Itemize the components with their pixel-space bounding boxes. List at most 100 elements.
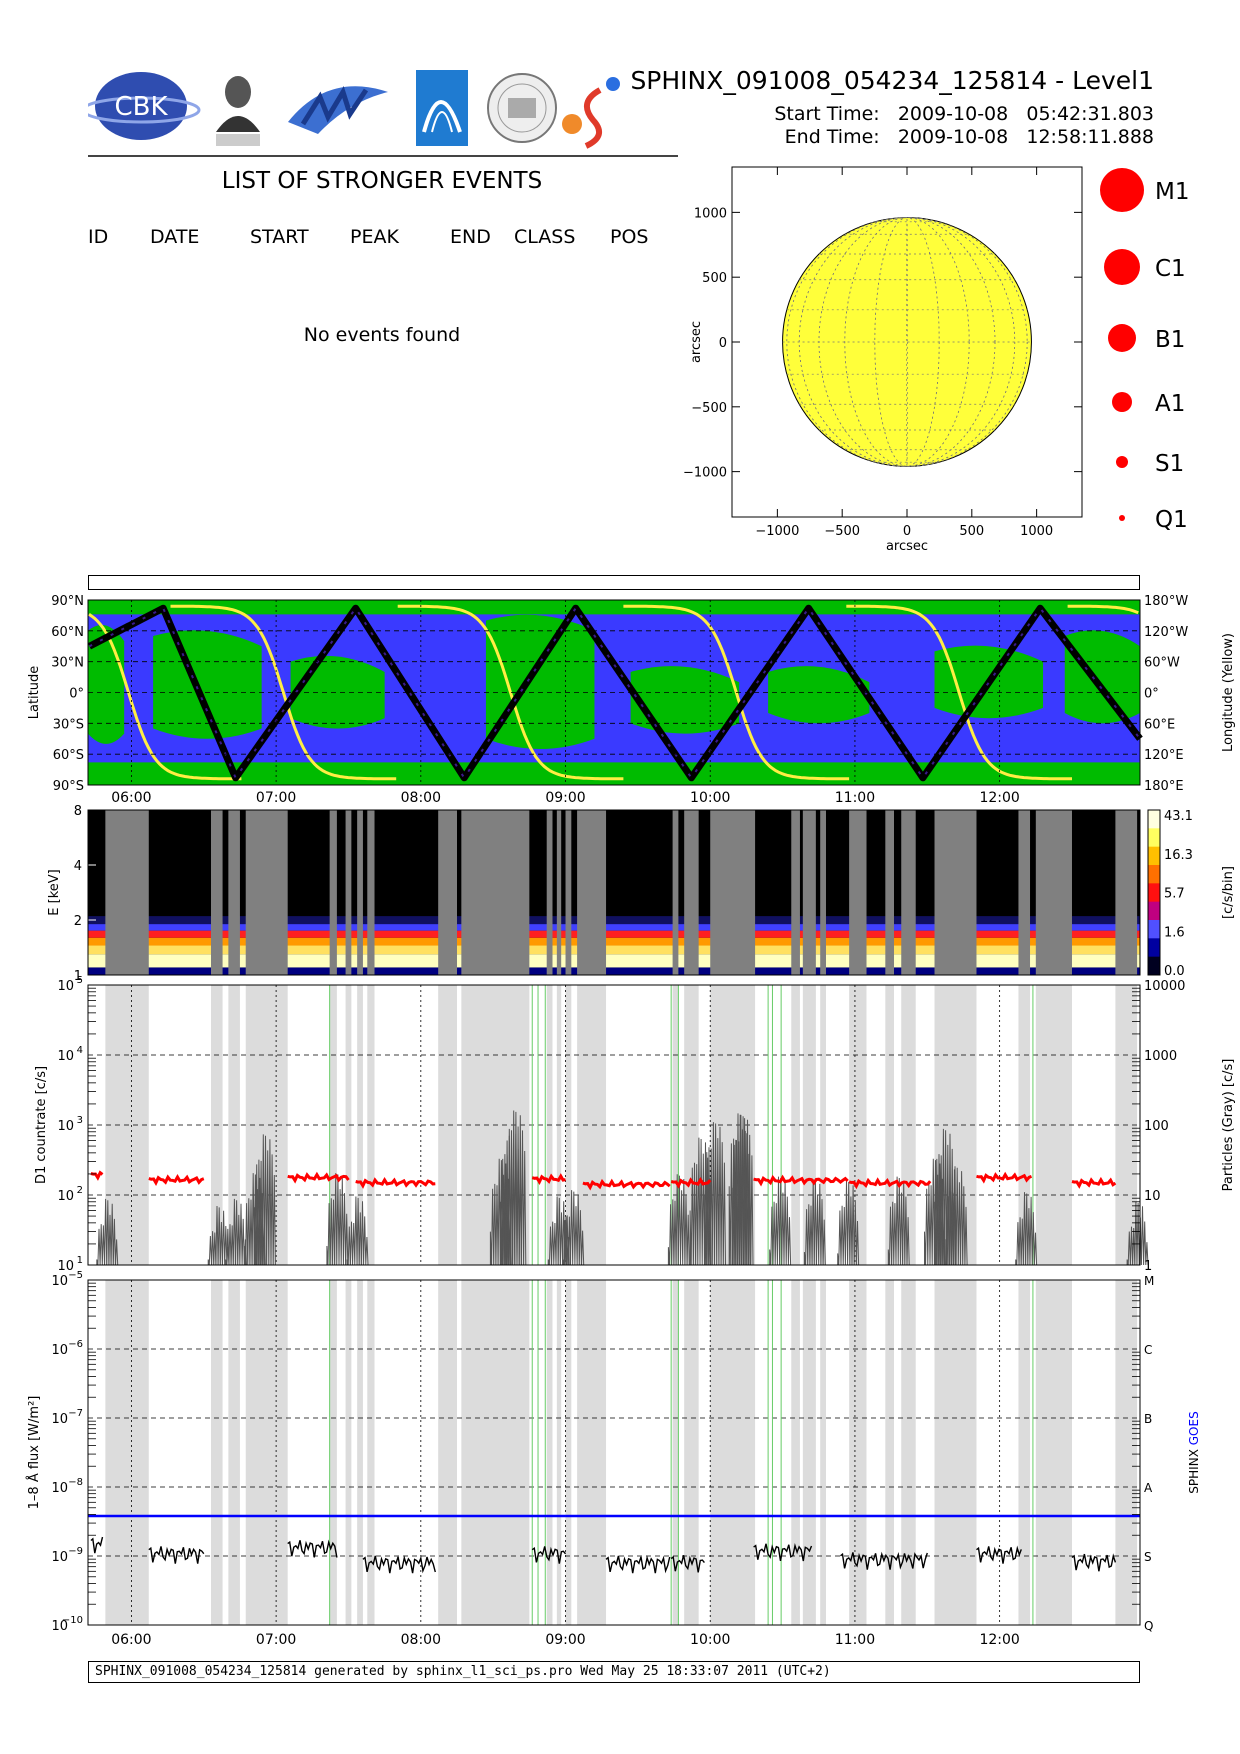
- end-date: 2009-10-08: [897, 126, 1009, 148]
- orbit-map-x-tick-label: 12:00: [979, 790, 1019, 806]
- countrate-y-label: D1 countrate [c/s]: [34, 1066, 49, 1184]
- flux-particle-gap: [438, 1280, 457, 1625]
- countrate-y2-tick-label: 100: [1144, 1119, 1169, 1134]
- flux-particle-gap: [820, 1280, 826, 1625]
- sphinx-flux-segment: [531, 1546, 567, 1564]
- orbit-map-land-region: [768, 666, 870, 724]
- countrate-y2-tick-label: 1000: [1144, 1049, 1177, 1064]
- spectrogram-particle-gap: [1115, 810, 1138, 975]
- sun-grid-longitude: [786, 217, 1028, 467]
- colorbar-segment: [1148, 846, 1160, 866]
- d1-countrate-segment: [355, 1176, 436, 1189]
- countrate-y-tick-label: 10: [57, 1119, 74, 1134]
- d1-countrate-segment: [90, 1170, 104, 1181]
- d1-countrate-segment: [753, 1174, 849, 1187]
- colorbar-segment: [1148, 828, 1160, 848]
- flux-y-tick-label: 10: [51, 1550, 68, 1565]
- colorbar-tick-label: 1.6: [1164, 925, 1185, 940]
- legend-goes: GOES: [1187, 1411, 1201, 1445]
- orbit-map-x-tick-label: 10:00: [690, 790, 730, 806]
- d1-countrate-segment: [670, 1176, 712, 1189]
- spectrogram-particle-gap: [438, 810, 457, 975]
- events-col-start: START: [250, 226, 309, 248]
- countrate-particle-gap: [345, 985, 352, 1265]
- event-timeline-bar: [88, 575, 1140, 590]
- flux-particle-gap: [802, 1280, 816, 1625]
- flux-particle-gap: [329, 1280, 337, 1625]
- countrate-y-tick-exponent: 5: [77, 975, 83, 986]
- flux-x-tick-label: 09:00: [545, 1632, 585, 1648]
- orbit-map-lon-tick-label: 120°E: [1144, 748, 1184, 763]
- d1-countrate-segment: [976, 1171, 1033, 1184]
- spectrogram-particle-gap: [791, 810, 800, 975]
- sun-x-tick-label: 0: [903, 524, 911, 539]
- colorbar-tick-label: 43.1: [1164, 809, 1193, 824]
- flux-particle-gap: [245, 1280, 288, 1625]
- flux-y-tick-label: 10: [51, 1343, 68, 1358]
- cbk-logo-text: CBK: [114, 92, 168, 122]
- legend-dot-m1: [1100, 168, 1144, 212]
- legend-sphinx: SPHINX: [1187, 1449, 1201, 1494]
- countrate-y-tick-exponent: 1: [77, 1255, 83, 1266]
- countrate-y-tick-exponent: 2: [77, 1185, 83, 1196]
- flux-y-tick-exponent: −6: [68, 1339, 83, 1350]
- start-time: 05:42:31.803: [1026, 103, 1154, 125]
- legend-label-a1: A1: [1155, 391, 1185, 417]
- orbit-map-lat-tick-label: 0°: [69, 687, 84, 702]
- orbit-map-lat-tick-label: 60°S: [53, 748, 84, 763]
- flux-particle-gap: [546, 1280, 553, 1625]
- sun-y-tick-label: −500: [691, 401, 727, 416]
- spectrogram-particle-gap: [802, 810, 816, 975]
- colorbar-tick-label: 5.7: [1164, 887, 1185, 902]
- flux-particle-gap: [849, 1280, 867, 1625]
- spectrogram-energy-band: [88, 916, 1140, 925]
- spectrogram-particle-gap: [245, 810, 288, 975]
- sun-grid-longitude: [906, 217, 908, 467]
- longitude-curve: [88, 613, 242, 781]
- longitude-curve: [1067, 604, 1139, 615]
- end-time-label: End Time:: [784, 126, 880, 148]
- spectrogram-particle-gap: [357, 810, 363, 975]
- colorbar-segment: [1148, 865, 1160, 884]
- spectrogram-particle-gap: [934, 810, 977, 975]
- sun-x-tick-label: −1000: [755, 524, 799, 539]
- flux-y-tick-exponent: −8: [68, 1477, 83, 1488]
- sphinx-logo: [562, 77, 620, 149]
- flux-particle-gap: [1115, 1280, 1138, 1625]
- sun-y-tick-label: 1000: [694, 206, 727, 221]
- spectrogram-particle-gap: [1035, 810, 1072, 975]
- sphinx-flux-segment: [753, 1543, 813, 1562]
- d1-countrate-segment: [287, 1171, 350, 1184]
- cbk-logo: CBK: [88, 72, 201, 140]
- orbit-track-highlight: [88, 606, 1141, 780]
- flux-class-tick-label: B: [1144, 1412, 1152, 1426]
- flux-particle-gap: [885, 1280, 895, 1625]
- flux-y-tick-exponent: −7: [68, 1408, 83, 1419]
- spectrogram-energy-band: [88, 945, 1140, 955]
- events-title: LIST OF STRONGER EVENTS: [221, 168, 543, 194]
- colorbar-segment: [1148, 920, 1160, 939]
- flux-x-tick-label: 10:00: [690, 1632, 730, 1648]
- flux-series-legend: SPHINX GOES: [1187, 1411, 1201, 1493]
- orbit-map-lat-tick-label: 60°N: [51, 625, 84, 640]
- orbit-map-land-region: [1064, 630, 1140, 724]
- events-col-peak: PEAK: [350, 226, 399, 248]
- legend-dot-b1: [1108, 324, 1136, 352]
- countrate-y2-tick-label: 10: [1144, 1189, 1161, 1204]
- spectrogram-particle-gap: [461, 810, 530, 975]
- flux-particle-gap: [556, 1280, 562, 1625]
- start-time-line: Start Time: 2009-10-08 05:42:31.803: [774, 103, 1154, 125]
- legend-dot-a1: [1112, 392, 1132, 412]
- sun-x-axis-label: arcsec: [886, 539, 928, 554]
- spectrogram-y-tick-label: 1: [74, 969, 82, 984]
- flux-particle-gap: [345, 1280, 352, 1625]
- orbit-map-land-region: [153, 630, 262, 739]
- spectrogram-y-tick-label: 2: [74, 914, 82, 929]
- flux-y-tick-label: 10: [51, 1274, 68, 1289]
- flux-class-tick-label: C: [1144, 1343, 1152, 1357]
- flux-particle-gap: [1035, 1280, 1072, 1625]
- spectrogram-energy-band: [88, 924, 1140, 931]
- spectrogram-particle-gap: [684, 810, 699, 975]
- legend-dot-s1: [1116, 456, 1128, 468]
- institution-logos: CBK: [88, 70, 620, 149]
